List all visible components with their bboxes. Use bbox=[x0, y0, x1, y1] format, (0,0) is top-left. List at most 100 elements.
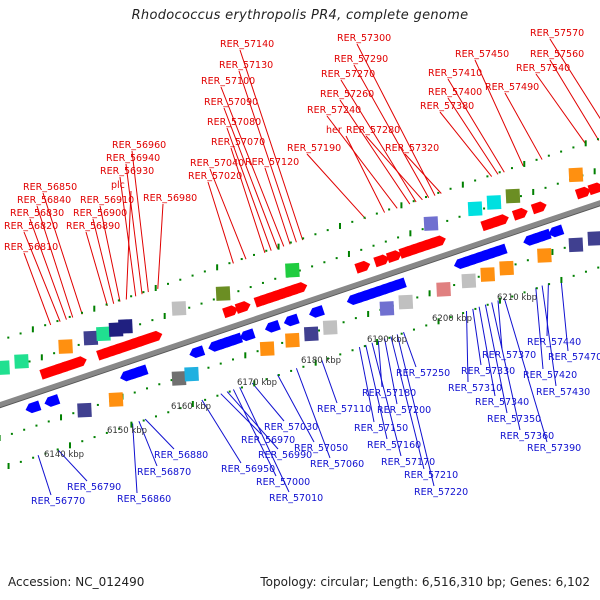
leader-line bbox=[29, 218, 67, 320]
reverse-gene-label: RER_57360 bbox=[500, 431, 554, 442]
reverse-feature-box bbox=[436, 282, 451, 297]
scale-label: 6190 kbp bbox=[367, 335, 407, 345]
forward-gene-label: RER_56940 bbox=[106, 153, 160, 164]
leader-line bbox=[377, 340, 383, 388]
minor-tick bbox=[424, 196, 427, 199]
minor-tick bbox=[56, 320, 59, 323]
minor-tick bbox=[81, 440, 84, 443]
major-tick bbox=[216, 264, 219, 271]
scale-label: 6150 kbp bbox=[107, 426, 147, 436]
forward-gene-label: RER_57090 bbox=[204, 97, 258, 108]
minor-tick bbox=[212, 298, 215, 301]
reverse-feature-box bbox=[398, 294, 414, 310]
reverse-gene-label: RER_57170 bbox=[381, 457, 435, 468]
reverse-gene-label: RER_57160 bbox=[367, 440, 421, 451]
leader-line bbox=[345, 135, 386, 213]
minor-tick bbox=[154, 415, 157, 418]
reverse-gene-label: RER_56990 bbox=[258, 450, 312, 461]
reverse-gene-arrow bbox=[44, 394, 61, 407]
reverse-gene-label: RER_56860 bbox=[117, 494, 171, 505]
minor-tick bbox=[200, 302, 203, 305]
leader-line bbox=[474, 59, 524, 167]
leader-line bbox=[447, 97, 499, 175]
leader-line bbox=[356, 43, 436, 196]
minor-tick bbox=[249, 286, 252, 289]
reverse-feature-box bbox=[499, 260, 514, 276]
reverse-gene-label: RER_57470 bbox=[548, 352, 600, 363]
minor-tick bbox=[425, 324, 428, 327]
minor-tick bbox=[228, 262, 231, 265]
minor-tick bbox=[228, 390, 231, 393]
minor-tick bbox=[477, 275, 480, 278]
major-tick bbox=[244, 352, 247, 359]
minor-tick bbox=[453, 284, 456, 287]
leader-line bbox=[365, 135, 423, 201]
leader-line bbox=[132, 423, 138, 494]
leader-line bbox=[472, 308, 482, 366]
forward-feature-box bbox=[505, 188, 521, 204]
forward-gene-label: RER_57540 bbox=[516, 63, 570, 74]
gene-labels: RER_56810RER_56820RER_56830RER_56840RER_… bbox=[4, 28, 600, 507]
reverse-feature-box bbox=[303, 326, 319, 342]
forward-gene-arrow bbox=[430, 235, 446, 249]
major-tick bbox=[191, 400, 194, 407]
minor-tick bbox=[81, 311, 84, 314]
forward-gene-label: RER_57280 bbox=[346, 125, 400, 136]
forward-gene-label: RER_57140 bbox=[220, 39, 274, 50]
forward-gene-label: RER_57490 bbox=[485, 82, 539, 93]
minor-tick bbox=[416, 296, 419, 299]
forward-gene-label: RER_57410 bbox=[428, 68, 482, 79]
leader-line bbox=[339, 99, 411, 205]
genome-backbone bbox=[0, 200, 600, 408]
leader-lines bbox=[23, 38, 600, 496]
forward-gene-label: RER_57260 bbox=[320, 89, 374, 100]
reverse-gene-label: RER_57370 bbox=[482, 350, 536, 361]
leader-line bbox=[484, 304, 508, 414]
leader-line bbox=[226, 391, 279, 450]
minor-tick bbox=[207, 366, 210, 369]
forward-gene-label: RER_57380 bbox=[420, 101, 474, 112]
minor-tick bbox=[354, 317, 357, 320]
forward-feature-box bbox=[171, 301, 187, 316]
forward-gene-arrow bbox=[354, 260, 371, 274]
leader-line bbox=[239, 49, 304, 241]
forward-gene-label: RER_57080 bbox=[207, 117, 261, 128]
minor-tick bbox=[289, 241, 292, 244]
scale-label: 6200 kbp bbox=[432, 314, 472, 324]
minor-tick bbox=[139, 323, 142, 326]
minor-tick bbox=[96, 403, 99, 406]
minor-tick bbox=[412, 328, 415, 331]
leader-line bbox=[535, 287, 544, 370]
reverse-gene-label: RER_57060 bbox=[310, 459, 364, 470]
minor-tick bbox=[117, 299, 120, 302]
forward-gene-label: her bbox=[326, 125, 342, 136]
minor-tick bbox=[53, 352, 56, 355]
reverse-feature-box bbox=[108, 392, 124, 407]
leader-line bbox=[230, 147, 266, 253]
leader-line bbox=[541, 285, 557, 387]
forward-gene-label: RER_57100 bbox=[201, 76, 255, 87]
forward-gene-label: RER_56930 bbox=[100, 166, 154, 177]
forward-gene-label: RER_57240 bbox=[307, 105, 361, 116]
leader-line bbox=[239, 387, 290, 493]
minor-tick bbox=[158, 383, 161, 386]
minor-tick bbox=[167, 411, 170, 414]
leader-line bbox=[264, 167, 291, 245]
leader-line bbox=[251, 382, 285, 422]
minor-tick bbox=[56, 448, 59, 451]
major-tick bbox=[523, 160, 526, 167]
minor-tick bbox=[511, 295, 514, 298]
minor-tick bbox=[32, 456, 35, 459]
minor-tick bbox=[544, 186, 547, 189]
forward-feature-box bbox=[568, 167, 584, 183]
minor-tick bbox=[363, 345, 366, 348]
leader-line bbox=[207, 181, 234, 264]
minor-tick bbox=[77, 343, 80, 346]
minor-tick bbox=[23, 428, 26, 431]
major-tick bbox=[347, 250, 350, 257]
reverse-gene-arrow bbox=[189, 345, 206, 359]
forward-gene-label: RER_57570 bbox=[530, 28, 584, 39]
forward-gene-arrow bbox=[530, 201, 547, 215]
forward-gene-label: RER_57560 bbox=[530, 49, 584, 60]
